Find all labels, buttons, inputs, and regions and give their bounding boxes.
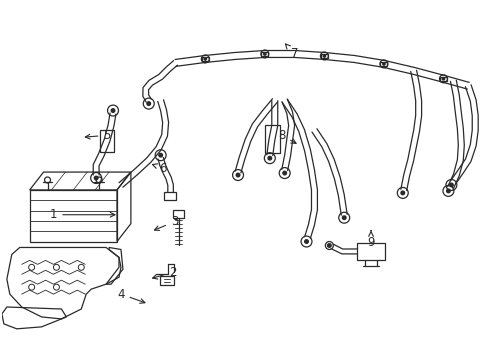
Circle shape [304,240,307,243]
Bar [163,192,175,200]
Circle shape [382,63,385,65]
Circle shape [446,189,449,193]
Circle shape [267,156,271,160]
Circle shape [111,109,115,112]
Circle shape [327,244,330,247]
Circle shape [236,173,239,177]
Circle shape [147,102,150,105]
Circle shape [203,58,206,60]
Bar [172,210,184,218]
Circle shape [323,55,325,57]
Text: 2: 2 [152,266,176,279]
Bar [356,243,384,260]
Text: 8: 8 [278,129,295,143]
Text: 6: 6 [152,162,166,175]
Text: 4: 4 [117,288,144,303]
Text: 1: 1 [50,208,115,221]
Bar [100,130,114,152]
Text: 7: 7 [285,44,298,60]
Circle shape [263,53,265,55]
Text: 3: 3 [154,215,178,230]
Circle shape [94,176,98,180]
Circle shape [342,216,346,220]
Text: 5: 5 [85,129,110,142]
Circle shape [400,191,404,195]
Circle shape [441,78,444,80]
Bar [264,125,279,153]
Circle shape [159,153,162,157]
Bar [160,276,173,285]
Circle shape [283,171,286,175]
Bar [30,190,117,242]
Text: 9: 9 [366,230,374,249]
Circle shape [448,183,452,187]
